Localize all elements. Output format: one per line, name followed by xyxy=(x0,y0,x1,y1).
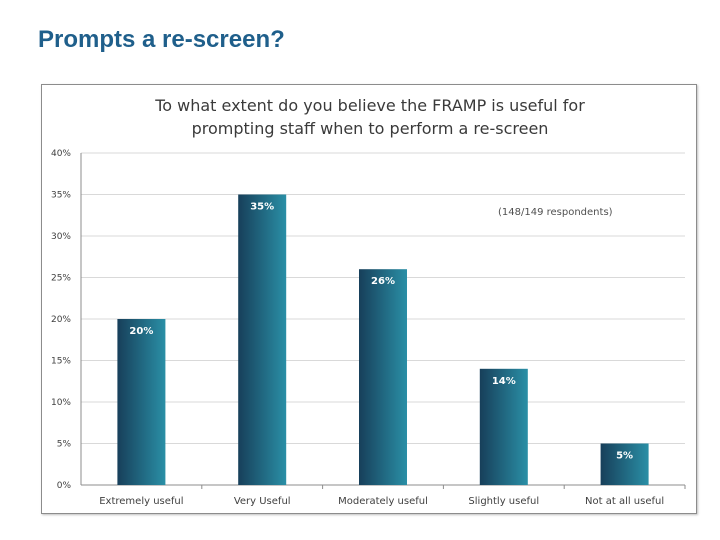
respondents-note: (148/149 respondents) xyxy=(498,207,613,218)
bar-chart: To what extent do you believe the FRAMP … xyxy=(51,96,686,507)
y-tick-label: 20% xyxy=(51,315,71,325)
bar xyxy=(359,269,407,485)
bar xyxy=(479,368,528,485)
slide-title: Prompts a re-screen? xyxy=(38,26,285,53)
y-tick-label: 15% xyxy=(51,357,71,367)
bar xyxy=(600,443,649,485)
x-category-label: Extremely useful xyxy=(99,496,183,507)
x-category-label: Slightly useful xyxy=(468,496,539,507)
chart-title-line-2: prompting staff when to perform a re-scr… xyxy=(192,119,549,138)
data-label: 20% xyxy=(129,326,153,337)
y-tick-label: 0% xyxy=(57,481,72,491)
x-category-label: Moderately useful xyxy=(338,496,428,507)
data-label: 26% xyxy=(371,276,395,287)
y-tick-label: 30% xyxy=(51,232,71,242)
plot-area: 0% 5% 10% 15% 20% 25% 30% 35% 40% 20% Extremely us… xyxy=(51,149,686,507)
x-category-label: Very Useful xyxy=(234,496,291,507)
chart-title-line-1: To what extent do you believe the FRAMP … xyxy=(154,96,585,115)
y-tick-label: 10% xyxy=(51,398,71,408)
y-tick-label: 35% xyxy=(51,191,71,201)
x-category-label: Not at all useful xyxy=(585,496,664,507)
y-tick-label: 40% xyxy=(51,149,71,159)
data-label: 5% xyxy=(616,451,633,462)
y-tick-label: 25% xyxy=(51,274,71,284)
y-tick-label: 5% xyxy=(57,440,72,450)
bar xyxy=(117,319,166,485)
chart-container: To what extent do you believe the FRAMP … xyxy=(41,84,697,514)
data-label: 14% xyxy=(492,376,516,387)
bar xyxy=(238,194,287,485)
data-label: 35% xyxy=(250,202,274,213)
